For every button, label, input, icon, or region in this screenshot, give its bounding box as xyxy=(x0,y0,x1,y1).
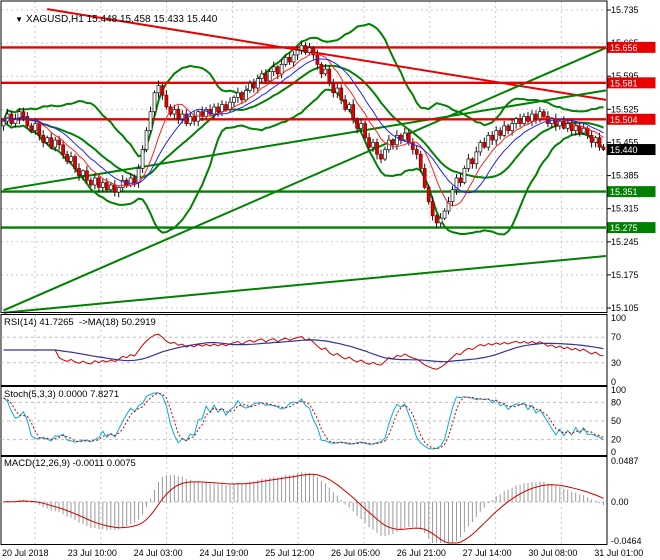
resistance-level-lines[interactable] xyxy=(1,46,606,121)
svg-text:20 Jul 2018: 20 Jul 2018 xyxy=(2,548,49,558)
svg-text:15.385: 15.385 xyxy=(611,171,639,181)
chart-title-bar: ▼ XAGUSD,H1 15.448 15.458 15.433 15.440 xyxy=(4,3,217,36)
symbol-timeframe-label: XAGUSD,H1 xyxy=(26,14,84,25)
svg-text:27 Jul 14:00: 27 Jul 14:00 xyxy=(463,548,512,558)
bollinger-bands xyxy=(2,22,605,236)
svg-text:23 Jul 10:00: 23 Jul 10:00 xyxy=(68,548,117,558)
macd-scale[interactable]: 0.0487 0.00 -0.0464 xyxy=(611,456,642,546)
support-level-lines[interactable] xyxy=(1,190,606,229)
svg-text:0.0487: 0.0487 xyxy=(611,456,639,466)
svg-text:26 Jul 05:00: 26 Jul 05:00 xyxy=(331,548,380,558)
level-price-badges: 15.656 15.581 15.504 15.351 15.275 xyxy=(607,41,656,234)
svg-text:15.105: 15.105 xyxy=(611,303,639,313)
svg-text:15.581: 15.581 xyxy=(610,78,638,88)
svg-text:30: 30 xyxy=(611,358,621,368)
svg-text:80: 80 xyxy=(611,397,621,407)
svg-text:24 Jul 03:00: 24 Jul 03:00 xyxy=(134,548,183,558)
svg-text:100: 100 xyxy=(611,313,626,323)
svg-text:0: 0 xyxy=(611,377,616,387)
svg-text:31 Jul 01:00: 31 Jul 01:00 xyxy=(594,548,643,558)
svg-text:25 Jul 12:00: 25 Jul 12:00 xyxy=(265,548,314,558)
svg-text:15.245: 15.245 xyxy=(611,237,639,247)
svg-text:15.656: 15.656 xyxy=(610,43,638,53)
rsi-indicator-label: RSI(14) 41.7265 ->MA(18) 50.2919 xyxy=(4,317,156,328)
svg-text:15.735: 15.735 xyxy=(611,5,639,15)
svg-text:50: 50 xyxy=(611,416,621,426)
svg-text:15.455: 15.455 xyxy=(611,137,639,147)
svg-text:15.315: 15.315 xyxy=(611,204,639,214)
svg-text:0: 0 xyxy=(611,447,616,457)
svg-text:-0.0464: -0.0464 xyxy=(611,536,642,546)
svg-text:15.175: 15.175 xyxy=(611,270,639,280)
macd-signal-line xyxy=(3,473,604,544)
rsi-scale[interactable]: 100 70 30 0 xyxy=(611,313,626,387)
macd-histogram xyxy=(7,472,604,543)
macd-indicator-label: MACD(12,26,9) -0.0011 0.0075 xyxy=(4,458,136,469)
symbol-dropdown-icon[interactable]: ▼ xyxy=(15,15,24,24)
svg-text:26 Jul 21:00: 26 Jul 21:00 xyxy=(397,548,446,558)
current-price-badge: 15.440 xyxy=(607,144,656,156)
svg-text:30 Jul 08:00: 30 Jul 08:00 xyxy=(528,548,577,558)
stoch-lines xyxy=(3,392,604,450)
ohlc-values: 15.448 15.458 15.433 15.440 xyxy=(86,14,218,25)
main-frame xyxy=(0,0,608,313)
svg-text:15.504: 15.504 xyxy=(610,115,638,125)
rsi-panel xyxy=(0,314,608,386)
ma-ribbon xyxy=(3,52,604,207)
stoch-indicator-label: Stoch(5,3,3) 0.0000 7.8271 xyxy=(4,389,120,400)
candles-layer xyxy=(1,41,606,228)
rsi-lines xyxy=(3,333,604,370)
svg-text:0.00: 0.00 xyxy=(611,497,629,507)
time-axis[interactable]: 20 Jul 2018 23 Jul 10:00 24 Jul 03:00 24 Ju… xyxy=(2,548,643,558)
macd-panel xyxy=(0,456,608,545)
stoch-scale[interactable]: 100 80 50 20 0 xyxy=(611,385,626,457)
svg-text:15.525: 15.525 xyxy=(611,104,639,114)
svg-text:24 Jul 19:00: 24 Jul 19:00 xyxy=(199,548,248,558)
svg-text:20: 20 xyxy=(611,435,621,445)
svg-text:15.275: 15.275 xyxy=(610,223,638,233)
svg-text:15.595: 15.595 xyxy=(611,71,639,81)
svg-text:15.440: 15.440 xyxy=(610,145,638,155)
trendlines[interactable] xyxy=(3,8,607,314)
svg-text:100: 100 xyxy=(611,385,626,395)
svg-text:15.351: 15.351 xyxy=(610,187,638,197)
svg-text:70: 70 xyxy=(611,332,621,342)
